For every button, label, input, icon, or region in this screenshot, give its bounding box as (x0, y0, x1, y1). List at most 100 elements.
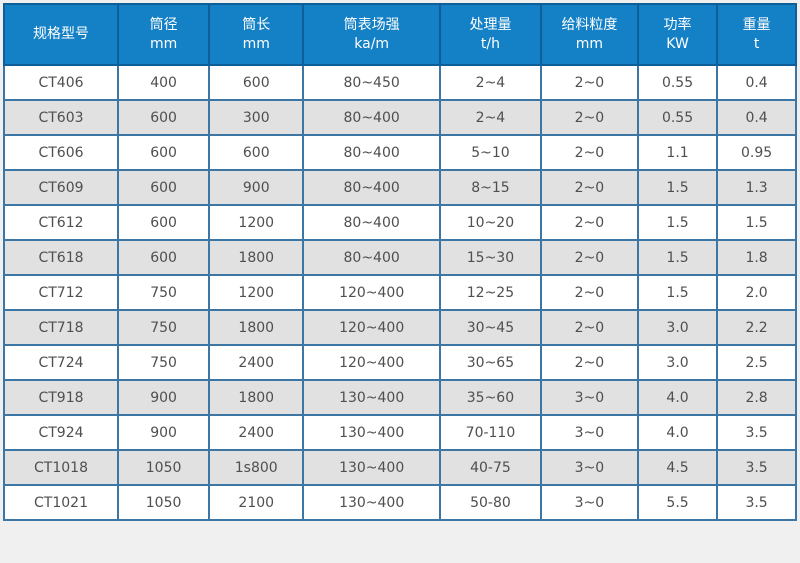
value-cell: 1.1 (636, 134, 719, 171)
value-cell: 4.0 (636, 414, 719, 451)
value-cell: 600 (117, 134, 211, 171)
value-cell: 80~400 (302, 204, 441, 241)
value-cell: 0.4 (716, 99, 797, 136)
value-cell: 2~0 (539, 344, 639, 381)
value-cell: 1200 (208, 204, 305, 241)
col-header-drum-length-label: 筒长 (242, 16, 271, 33)
value-cell: 900 (117, 379, 211, 416)
value-cell: 600 (117, 239, 211, 276)
value-cell: 5~10 (438, 134, 542, 171)
col-header-power: 功率 KW (636, 3, 719, 66)
table-row-ct924: CT924 900 2400 130~400 70-110 3~0 4.0 3.5 (2, 414, 797, 451)
value-cell: 600 (117, 169, 211, 206)
value-cell: 2~0 (539, 204, 639, 241)
value-cell: 80~400 (302, 134, 441, 171)
value-cell: 2400 (208, 344, 305, 381)
value-cell: 3~0 (539, 484, 639, 521)
value-cell: 600 (117, 204, 211, 241)
value-cell: 1s800 (208, 449, 305, 486)
value-cell: 4.0 (636, 379, 719, 416)
value-cell: 2~0 (539, 99, 639, 136)
value-cell: 130~400 (302, 414, 441, 451)
col-header-model-label: 规格型号 (33, 26, 90, 43)
value-cell: 2.0 (716, 274, 797, 311)
col-header-capacity-label: 处理量 (469, 16, 512, 33)
col-header-weight-unit: t (753, 35, 760, 52)
value-cell: 2~4 (438, 64, 542, 101)
col-header-power-unit: KW (666, 35, 689, 52)
spec-table: 规格型号 筒径 mm 筒长 mm 筒表场强 ka/m 处理量 t/h 给料粒度 mm 功率 KW 重量 t … (2, 3, 797, 521)
value-cell: 300 (208, 99, 305, 136)
table-row-ct718: CT718 750 1800 120~400 30~45 2~0 3.0 2.2 (2, 309, 797, 346)
value-cell: 600 (117, 99, 211, 136)
spec-table-header: 规格型号 筒径 mm 筒长 mm 筒表场强 ka/m 处理量 t/h 给料粒度 mm 功率 KW 重量 t (2, 3, 797, 66)
model-cell: CT712 (2, 274, 120, 311)
col-header-feed-size: 给料粒度 mm (539, 3, 639, 66)
table-row-ct618: CT618 600 1800 80~400 15~30 2~0 1.5 1.8 (2, 239, 797, 276)
value-cell: 35~60 (438, 379, 542, 416)
value-cell: 600 (208, 64, 305, 101)
col-header-power-label: 功率 (663, 16, 692, 33)
value-cell: 1.5 (636, 239, 719, 276)
value-cell: 3.5 (716, 484, 797, 521)
table-row-ct603: CT603 600 300 80~400 2~4 2~0 0.55 0.4 (2, 99, 797, 136)
value-cell: 1800 (208, 379, 305, 416)
value-cell: 1200 (208, 274, 305, 311)
value-cell: 1.5 (636, 274, 719, 311)
value-cell: 4.5 (636, 449, 719, 486)
value-cell: 80~400 (302, 169, 441, 206)
model-cell: CT1018 (2, 449, 120, 486)
col-header-drum-length-unit: mm (242, 35, 270, 52)
table-row-ct406: CT406 400 600 80~450 2~4 2~0 0.55 0.4 (2, 64, 797, 101)
value-cell: 2.8 (716, 379, 797, 416)
value-cell: 1050 (117, 484, 211, 521)
col-header-model: 规格型号 (2, 3, 120, 66)
table-row-ct712: CT712 750 1200 120~400 12~25 2~0 1.5 2.0 (2, 274, 797, 311)
value-cell: 2~0 (539, 134, 639, 171)
value-cell: 1.5 (636, 169, 719, 206)
value-cell: 2~0 (539, 309, 639, 346)
value-cell: 1800 (208, 309, 305, 346)
value-cell: 120~400 (302, 344, 441, 381)
table-row-ct724: CT724 750 2400 120~400 30~65 2~0 3.0 2.5 (2, 344, 797, 381)
model-cell: CT918 (2, 379, 120, 416)
model-cell: CT406 (2, 64, 120, 101)
value-cell: 50-80 (438, 484, 542, 521)
table-row-ct918: CT918 900 1800 130~400 35~60 3~0 4.0 2.8 (2, 379, 797, 416)
value-cell: 8~15 (438, 169, 542, 206)
value-cell: 3.5 (716, 449, 797, 486)
spec-table-container: 规格型号 筒径 mm 筒长 mm 筒表场强 ka/m 处理量 t/h 给料粒度 mm 功率 KW 重量 t … (2, 3, 797, 521)
value-cell: 0.55 (636, 64, 719, 101)
value-cell: 15~30 (438, 239, 542, 276)
model-cell: CT606 (2, 134, 120, 171)
col-header-weight: 重量 t (716, 3, 797, 66)
value-cell: 2~0 (539, 64, 639, 101)
value-cell: 80~400 (302, 239, 441, 276)
value-cell: 900 (208, 169, 305, 206)
value-cell: 5.5 (636, 484, 719, 521)
value-cell: 2~0 (539, 169, 639, 206)
value-cell: 2100 (208, 484, 305, 521)
model-cell: CT603 (2, 99, 120, 136)
col-header-drum-diameter-label: 筒径 (149, 16, 178, 33)
col-header-feed-size-unit: mm (575, 35, 604, 52)
value-cell: 1.5 (716, 204, 797, 241)
value-cell: 2400 (208, 414, 305, 451)
value-cell: 130~400 (302, 449, 441, 486)
table-row-ct612: CT612 600 1200 80~400 10~20 2~0 1.5 1.5 (2, 204, 797, 241)
model-cell: CT724 (2, 344, 120, 381)
model-cell: CT618 (2, 239, 120, 276)
col-header-capacity: 处理量 t/h (438, 3, 542, 66)
col-header-feed-size-label: 给料粒度 (561, 16, 618, 33)
value-cell: 0.4 (716, 64, 797, 101)
model-cell: CT612 (2, 204, 120, 241)
value-cell: 2~0 (539, 239, 639, 276)
value-cell: 80~400 (302, 99, 441, 136)
value-cell: 2.2 (716, 309, 797, 346)
value-cell: 2.5 (716, 344, 797, 381)
value-cell: 1.8 (716, 239, 797, 276)
spec-table-body: CT406 400 600 80~450 2~4 2~0 0.55 0.4 CT603 600 30… (2, 64, 797, 521)
col-header-field-strength-label: 筒表场强 (343, 16, 400, 33)
value-cell: 3~0 (539, 379, 639, 416)
table-row-ct1021: CT1021 1050 2100 130~400 50-80 3~0 5.5 3.5 (2, 484, 797, 521)
